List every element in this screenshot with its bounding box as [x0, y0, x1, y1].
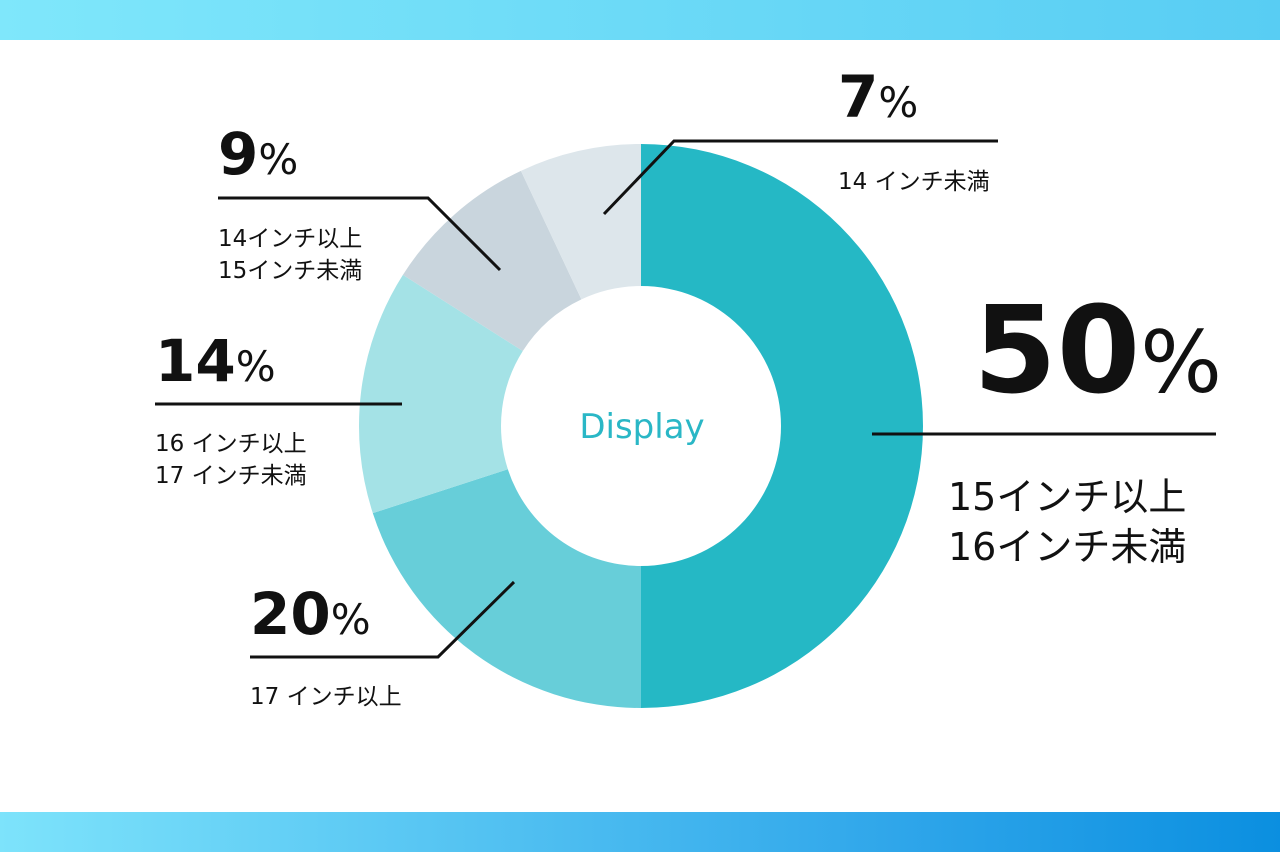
slice-percent-sign-0: % [1140, 313, 1222, 413]
leader-line-4 [602, 139, 998, 216]
slice-label-1-line-0: 17 インチ以上 [250, 684, 402, 710]
donut-slice-0 [641, 144, 923, 708]
donut-slice-2 [359, 274, 523, 514]
slice-percent-sign-3: % [258, 135, 298, 184]
slice-percent-3: 9% [218, 120, 298, 188]
slice-percent-2: 14% [155, 327, 276, 395]
slice-percent-value-4: 7 [838, 63, 878, 131]
bottom-band [0, 812, 1280, 852]
donut-slice-4 [520, 144, 641, 300]
center-label: Display [579, 407, 704, 447]
slice-percent-value-2: 14 [155, 327, 236, 395]
slice-percent-4: 7% [838, 63, 918, 131]
slice-label-3-line-1: 15インチ未満 [218, 258, 362, 284]
leader-lines [155, 139, 1216, 659]
leader-line-3 [218, 196, 502, 272]
slice-percent-value-3: 9 [218, 120, 258, 188]
slice-label-0-line-0: 15インチ以上 [948, 475, 1186, 519]
top-band [0, 0, 1280, 40]
slice-percent-value-0: 50 [973, 282, 1140, 421]
slice-label-4-line-0: 14 インチ未満 [838, 169, 990, 195]
slice-label-2-line-1: 17 インチ未満 [155, 463, 307, 489]
slice-label-0-line-1: 16インチ未満 [948, 525, 1186, 569]
slice-percent-sign-1: % [331, 595, 371, 644]
slice-percent-1: 20% [250, 580, 371, 648]
slice-percent-0: 50% [973, 282, 1222, 421]
slice-percent-sign-2: % [236, 342, 276, 391]
slice-label-3-line-0: 14インチ以上 [218, 226, 362, 252]
slice-percent-sign-4: % [878, 78, 918, 127]
slice-labels: 50% 15インチ以上 16インチ未満 20% 17 インチ以上 14% 16 インチ以上 1… [155, 63, 1222, 710]
slice-label-2-line-0: 16 インチ以上 [155, 431, 307, 457]
leader-line-1 [250, 580, 516, 659]
donut-slices [359, 144, 923, 708]
slice-percent-value-1: 20 [250, 580, 331, 648]
